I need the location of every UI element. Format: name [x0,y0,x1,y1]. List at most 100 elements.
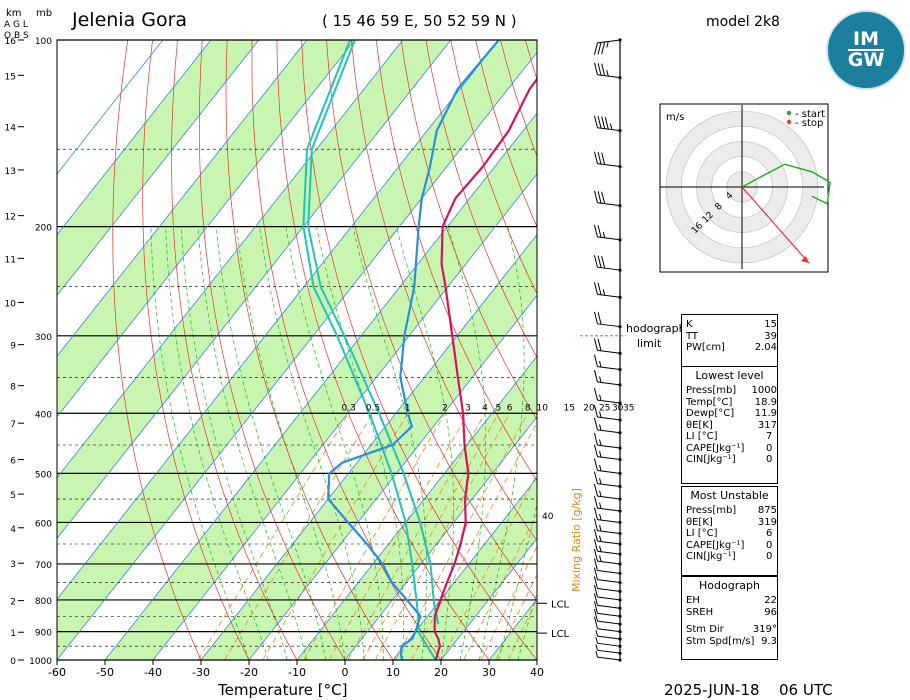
wind-barb-flag [597,312,602,325]
wind-barb-flag [593,484,598,497]
isotherm-line [57,40,452,540]
km-tick-label: 6 [10,457,16,467]
wind-barb-station [618,637,622,641]
wind-barb-shaft [597,74,621,79]
wind-barb-flag [593,354,598,367]
moist-adiabat [180,226,288,660]
wind-barb [593,190,622,208]
index-row: CIN[Jkg⁻¹] 0 [682,551,777,563]
isotherm-line [57,40,308,357]
index-value: 319° [752,624,777,635]
wind-barb-flag [597,191,602,204]
km-tick-label: 3 [10,560,16,570]
wind-barb-flag [595,637,598,644]
index-row: CAPE[Jkg⁻¹] 0 [682,540,777,552]
x-tick-label: 30 [482,666,496,679]
wind-barb-flag [597,116,602,129]
lowest-level-box: Lowest level Press[mb] 1000 Temp[°C] 18.9 De… [681,366,778,484]
pressure-tick-label: 900 [35,629,52,639]
wind-barb-shaft [597,293,621,298]
isotherm-line [152,173,537,660]
index-label: Temp[°C] [686,396,733,408]
wind-barb-shaft [597,266,621,271]
wind-barb [595,637,622,648]
dew-point-line [327,40,500,660]
wind-barb-flag [593,255,598,268]
hodograph-ring-label: 8 [714,201,725,212]
km-tick-label: 8 [10,383,16,393]
index-label: LI [°C] [686,431,718,442]
moist-adiabat [197,226,307,660]
x-tick-label: -10 [288,666,306,679]
index-value: 319 [757,516,777,528]
obs-header: O B S [4,31,29,41]
wind-barb [593,558,622,576]
mixing-ratio-label: 0.5 [366,403,380,413]
wind-barb [593,495,622,513]
mixing-ratio-label: 0.3 [342,403,356,413]
wind-barb-shaft [597,202,621,207]
tt-index-label: TT [686,330,699,342]
index-label: Dewp[°C] [686,408,735,419]
index-row: θE[K] 319 [682,517,777,529]
wind-barb-flag [593,593,598,606]
isotherm-band [57,40,537,660]
index-value: 6 [766,528,773,539]
wind-barb [593,311,622,329]
wind-barb-shaft [597,456,621,461]
wind-barb-shaft [597,642,621,647]
wind-barb-flag [597,152,602,165]
wind-barb-flag [606,70,609,77]
x-tick-label: -40 [144,666,162,679]
index-label: CAPE[Jkg⁻¹] [686,539,745,551]
mixing-ratio-label: 10 [536,403,548,413]
pressure-tick-label: 500 [35,470,52,480]
mixing-ratio-label: 3 [465,403,471,413]
wind-barb-shaft [597,530,621,534]
x-tick-label: -60 [48,666,66,679]
wind-barb-flag [593,62,598,75]
index-label: Stm Spd[m/s] [686,635,755,647]
wind-barb-shaft [597,349,621,354]
wind-barb [593,115,622,133]
mixing-ratio-label: 30 [612,403,624,413]
wind-barb-flag [593,495,598,509]
date-label: 2025-JUN-18 [664,681,760,699]
index-row: LI [°C] 6 [682,528,777,540]
wind-barb-station [618,606,622,610]
index-row: EH 22 [682,595,777,607]
wind-barb-flag [593,369,598,383]
wind-barb-shaft [597,236,621,241]
index-row: CIN[Jkg⁻¹] 0 [682,454,777,466]
wind-barb-station [618,542,622,546]
wind-barb-flag [597,282,602,295]
index-value: 1000 [751,385,777,396]
wind-barb-flag [593,282,598,295]
dry-adiabat [198,40,346,660]
wind-barb [593,593,622,610]
wind-barb-shaft [597,163,621,168]
x-tick-label: -50 [96,666,114,679]
hodograph-start-marker [786,110,792,116]
moist-adiabat [352,226,427,660]
wind-barb-flag [602,289,606,296]
wind-barb-shaft [597,495,621,500]
wind-barb-flag [595,644,598,651]
isotherm-line [57,51,537,660]
wind-barb-flag [593,151,598,164]
wind-barb [593,38,622,55]
wind-barb [593,616,622,634]
isotherm-line [440,537,537,660]
parcel-path-2-line [307,40,440,625]
wind-barb-flag [599,490,602,497]
index-row: θE[K] 317 [682,420,777,432]
moist-adiabat [150,226,250,660]
wind-barb-flag [593,115,598,128]
wind-barb-flag [597,255,602,268]
index-label: EH [686,595,700,606]
wind-barb [595,651,622,662]
station-coords: ( 15 46 59 E, 50 52 59 N ) [322,12,517,30]
wind-barb-shaft [597,596,621,601]
index-label: Stm Dir [686,624,724,635]
pressure-tick-label: 400 [35,410,52,420]
